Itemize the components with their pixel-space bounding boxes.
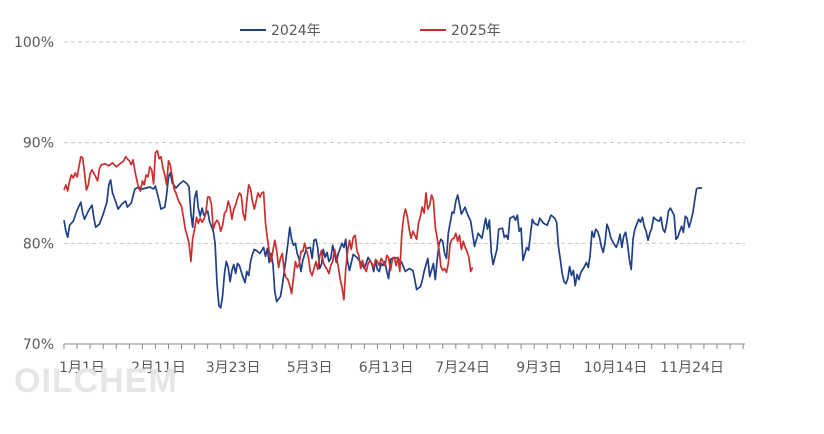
x-tick-label: 2月11日 bbox=[131, 360, 186, 376]
y-tick-label: 100% bbox=[14, 35, 54, 51]
x-tick-label: 6月13日 bbox=[359, 360, 414, 376]
x-tick-label: 5月3日 bbox=[287, 360, 333, 376]
legend-label-2: 2025年 bbox=[451, 23, 501, 39]
x-tick-label: 11月24日 bbox=[660, 360, 724, 376]
y-axis-tick-labels: 100% 90% 80% 70% bbox=[14, 35, 54, 353]
watermark-logo: OILCHEM bbox=[14, 362, 178, 400]
x-tick-label: 1月1日 bbox=[59, 360, 105, 376]
series-line-2 bbox=[63, 149, 474, 301]
y-tick-label: 90% bbox=[23, 136, 54, 152]
x-axis bbox=[63, 343, 745, 349]
y-tick-label: 70% bbox=[23, 337, 54, 353]
series-line-1 bbox=[63, 172, 703, 309]
x-tick-label: 7月24日 bbox=[435, 360, 490, 376]
gridlines bbox=[64, 41, 745, 244]
x-tick-label: 10月14日 bbox=[584, 360, 648, 376]
x-axis-tick-labels: 1月1日 2月11日 3月23日 5月3日 6月13日 7月24日 9月3日 10月14日 11… bbox=[59, 360, 724, 376]
x-tick-label: 3月23日 bbox=[206, 360, 261, 376]
series-lines bbox=[63, 149, 703, 309]
x-tick-label: 9月3日 bbox=[516, 360, 562, 376]
legend: 2024年 2025年 bbox=[240, 23, 501, 39]
y-tick-label: 80% bbox=[23, 236, 54, 252]
legend-label-1: 2024年 bbox=[271, 23, 321, 39]
